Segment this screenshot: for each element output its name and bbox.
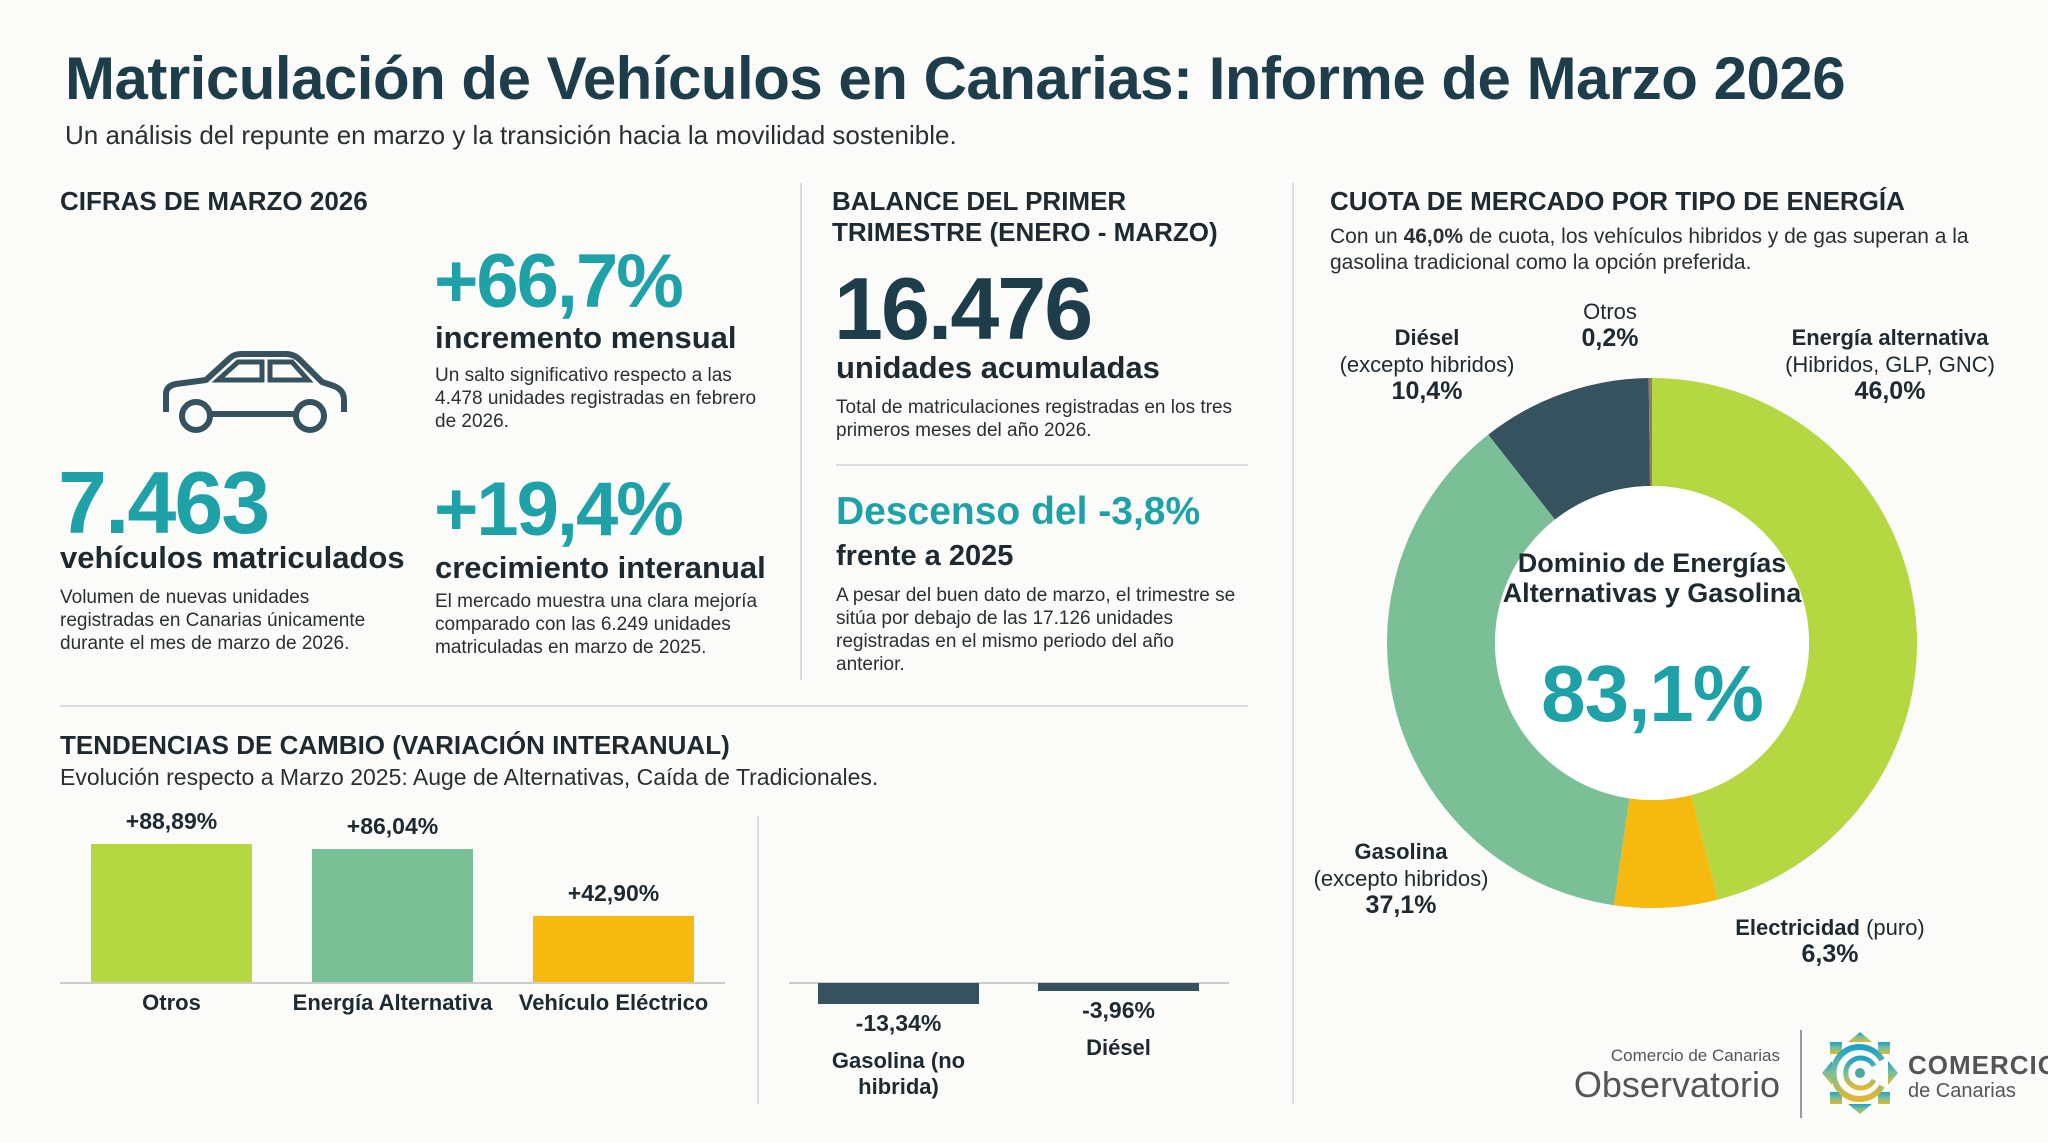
slice-detail: (excepto hibridos) (1339, 352, 1515, 377)
slice-name: Diésel (1394, 325, 1460, 350)
bar-3 (818, 983, 979, 1004)
slice-label-electricidad: Electricidad (puro) 6,3% (1720, 914, 1940, 968)
quarter-change-desc: A pesar del buen dato de marzo, el trime… (836, 585, 1236, 675)
monthly-label: incremento mensual (435, 320, 737, 355)
quarter-total-label: unidades acumuladas (836, 350, 1160, 385)
bar-category-label: Vehículo Eléctrico (518, 990, 709, 1015)
yearly-label: crecimiento interanual (435, 550, 766, 585)
bar-category-label: Energía Alternativa (292, 990, 493, 1015)
march-total: 7.463 (58, 453, 270, 552)
march-total-label: vehículos matriculados (60, 540, 405, 575)
slice-detail: (puro) (1866, 915, 1925, 940)
bar-value-label: +42,90% (567, 879, 660, 906)
slice-name: Otros (1583, 299, 1637, 324)
bar-4 (1038, 983, 1199, 991)
cifras-heading: CIFRAS DE MARZO 2026 (60, 186, 368, 216)
comercio-logo-text: COMERCIO (1908, 1050, 2048, 1080)
pie-chart-desc: Con un 46,0% de cuota, los vehículos hib… (1330, 224, 1990, 276)
donut-slice-4 (1648, 378, 1652, 487)
divider (1292, 183, 1294, 1104)
slice-label-alternativa: Energía alternativa (Hibridos, GLP, GNC) 4… (1760, 324, 2020, 405)
bar-chart-title: TENDENCIAS DE CAMBIO (VARIACIÓN INTERANU… (60, 730, 730, 760)
slice-value: 6,3% (1801, 940, 1859, 968)
slice-label-diesel: Diésel (excepto hibridos) 10,4% (1322, 324, 1532, 405)
quarter-change-label: frente a 2025 (836, 540, 1014, 572)
quarter-change: Descenso del -3,8% (836, 490, 1201, 533)
observatorio-top: Comercio de Canarias (1610, 1046, 1780, 1065)
bar-0 (91, 844, 252, 982)
monthly-desc: Un salto significativo respecto a las 4.… (435, 365, 757, 432)
bar-category-label: Diésel (1086, 1035, 1151, 1060)
comercio-logo-icon (1822, 1032, 1898, 1114)
pie-chart-title: CUOTA DE MERCADO POR TIPO DE ENERGÍA (1330, 186, 1905, 216)
slice-value: 0,2% (1581, 324, 1639, 352)
slice-label-otros: Otros 0,2% (1560, 298, 1660, 352)
bar-axis (789, 982, 1229, 984)
slice-value: 10,4% (1391, 377, 1463, 405)
donut-slice-2 (1387, 434, 1630, 906)
slice-name: Energía alternativa (1791, 325, 1989, 350)
donut-slice-1 (1613, 795, 1718, 908)
comercio-logo-sub: de Canarias (1908, 1080, 2016, 1102)
bar-category-label: Otros (142, 990, 201, 1015)
divider (1800, 1030, 1802, 1118)
divider (800, 183, 802, 680)
desc-text: de cuota, los vehículos hibridos y de ga… (1330, 225, 1969, 274)
yearly-increase: +19,4% (434, 467, 684, 552)
bar-axis (60, 982, 725, 984)
donut-slice-3 (1488, 378, 1651, 520)
yearly-desc: El mercado muestra una clara mejoría com… (435, 591, 758, 658)
slice-detail: (excepto hibridos) (1313, 866, 1489, 891)
page-subtitle: Un análisis del repunte en marzo y la tr… (65, 120, 957, 150)
quarter-total-desc: Total de matriculaciones registradas en … (836, 397, 1233, 441)
bar-category-label: Gasolina (no hibrida) (831, 1047, 966, 1099)
bar-value-label: +86,04% (346, 812, 439, 839)
monthly-increase: +66,7% (434, 239, 684, 324)
slice-name: Gasolina (1354, 839, 1448, 864)
divider (836, 464, 1248, 466)
bar-value-label: +88,89% (125, 808, 218, 835)
slice-detail: (Hibridos, GLP, GNC) (1785, 352, 1995, 377)
donut-hole (1495, 486, 1809, 800)
bar-chart-subtitle: Evolución respecto a Marzo 2025: Auge de… (60, 764, 879, 790)
car-icon (163, 351, 347, 433)
observatorio-logo-text: Observatorio (1573, 1064, 1780, 1105)
desc-bold: 46,0% (1403, 225, 1464, 248)
bar-value-label: -3,96% (1082, 997, 1155, 1023)
slice-name: Electricidad (1735, 915, 1860, 940)
slice-value: 46,0% (1854, 377, 1926, 405)
donut-slice-0 (1652, 378, 1917, 900)
divider (60, 705, 1248, 707)
donut-center-title: Dominio de Energías Alternativas y Gasol… (1502, 548, 1802, 608)
bar-value-label: -13,34% (855, 1009, 942, 1036)
quarter-total: 16.476 (834, 259, 1093, 358)
bar-2 (533, 915, 694, 982)
bar-1 (312, 848, 473, 982)
balance-heading: BALANCE DEL PRIMER TRIMESTRE (ENERO - MA… (832, 186, 1218, 247)
slice-label-gasolina: Gasolina (excepto hibridos) 37,1% (1306, 838, 1496, 919)
divider (757, 816, 759, 1104)
desc-text: Con un (1330, 225, 1404, 248)
donut-center-value: 83,1% (1541, 649, 1764, 738)
march-total-desc: Volumen de nuevas unidades registradas e… (60, 587, 366, 654)
page-title: Matriculación de Vehículos en Canarias: … (65, 45, 1846, 112)
slice-value: 37,1% (1365, 891, 1437, 919)
